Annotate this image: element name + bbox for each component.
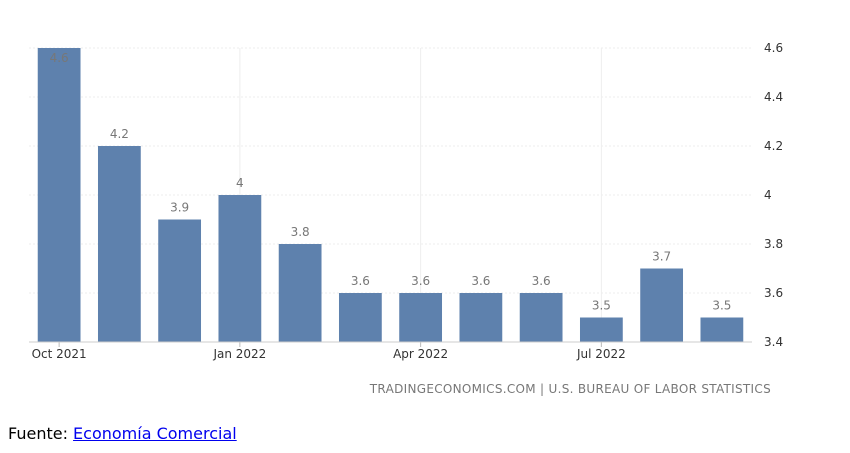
x-tick-label: Jan 2022 xyxy=(212,347,266,361)
data-label: 3.8 xyxy=(291,225,310,239)
bar xyxy=(97,146,141,342)
bar xyxy=(459,293,503,342)
y-tick-label: 3.4 xyxy=(764,335,783,349)
bar xyxy=(158,219,202,342)
y-tick-label: 3.8 xyxy=(764,237,783,251)
bar xyxy=(519,293,563,342)
data-label: 3.9 xyxy=(170,201,189,215)
footer: Fuente: Economía Comercial xyxy=(8,424,237,443)
data-label: 4 xyxy=(236,176,244,190)
bar xyxy=(640,268,684,342)
data-label: 3.6 xyxy=(532,274,551,288)
data-label: 3.6 xyxy=(411,274,430,288)
bars xyxy=(37,48,744,342)
y-tick-label: 3.6 xyxy=(764,286,783,300)
y-tick-label: 4 xyxy=(764,188,772,202)
y-tick-label: 4.4 xyxy=(764,90,783,104)
x-tick-label: Oct 2021 xyxy=(32,347,87,361)
chart: 4.64.23.943.83.6 3.6 3.6 3.63.53.73.5 3.43.… xyxy=(29,41,783,396)
bar xyxy=(579,317,623,342)
x-tick-label: Jul 2022 xyxy=(576,347,626,361)
y-tick-label: 4.2 xyxy=(764,139,783,153)
data-label: 4.2 xyxy=(110,127,129,141)
footer-prefix: Fuente: xyxy=(8,424,74,443)
data-label: 3.5 xyxy=(592,299,611,313)
data-label: 3.7 xyxy=(652,250,671,264)
y-tick-label: 4.6 xyxy=(764,41,783,55)
bar xyxy=(278,244,322,342)
source-link[interactable]: Economía Comercial xyxy=(73,424,237,443)
data-label: 3.6 xyxy=(351,274,370,288)
data-label: 4.6 xyxy=(50,51,69,65)
bar xyxy=(399,293,443,342)
source-credit: TRADINGECONOMICS.COM | U.S. BUREAU OF LA… xyxy=(369,382,771,396)
data-label: 3.6 xyxy=(471,274,490,288)
data-labels: 4.6 4.2 3.9 4 3.8 3.6 3.6 3.6 3.6 3.5 3.7 3.5 xyxy=(50,51,732,313)
data-label: 3.5 xyxy=(712,299,731,313)
bar xyxy=(37,48,81,342)
x-tick-label: Apr 2022 xyxy=(393,347,448,361)
bar xyxy=(218,195,262,342)
x-axis: Oct 2021 Jan 2022 Apr 2022 Jul 2022 xyxy=(29,341,752,361)
y-axis: 3.4 3.6 3.8 4 4.2 4.4 4.6 xyxy=(764,41,783,349)
bar xyxy=(338,293,382,342)
bar xyxy=(700,317,744,342)
